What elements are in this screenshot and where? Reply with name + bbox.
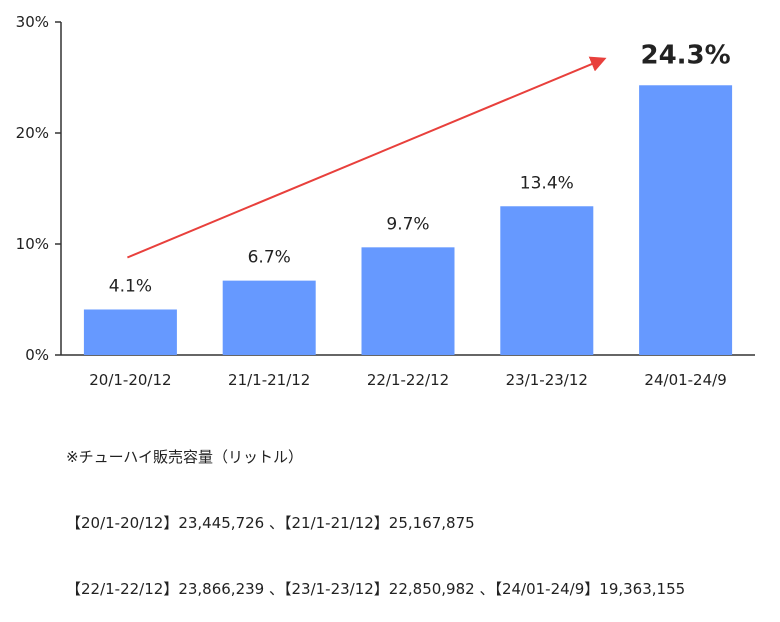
notes-line-1: 【20/1-20/12】23,445,726 、【21/1-21/12】25,1…	[66, 514, 475, 532]
x-tick-label: 24/01-24/9	[644, 371, 726, 389]
data-label: 13.4%	[520, 173, 574, 193]
notes-title: ※チューハイ販売容量（リットル）	[66, 448, 303, 466]
bar-chart: 0% 10% 20% 30% 4.1% 20/1-20/12 6.7% 21/1-21/12 9…	[16, 13, 755, 389]
bar	[222, 280, 316, 355]
trend-arrow	[127, 56, 607, 259]
bar	[500, 206, 594, 355]
x-tick-label: 21/1-21/12	[228, 371, 310, 389]
y-tick-label: 10%	[16, 235, 49, 253]
data-label: 4.1%	[109, 276, 152, 296]
bar	[83, 309, 177, 355]
data-label: 9.7%	[386, 214, 429, 234]
x-tick-label: 20/1-20/12	[89, 371, 171, 389]
x-tick-label: 23/1-23/12	[506, 371, 588, 389]
data-label: 6.7%	[248, 248, 291, 268]
x-tick-label: 22/1-22/12	[367, 371, 449, 389]
bar	[361, 247, 455, 355]
y-tick-label: 30%	[16, 13, 49, 31]
notes-line-2: 【22/1-22/12】23,866,239 、【23/1-23/12】22,8…	[66, 580, 686, 598]
data-label: 24.3%	[640, 40, 730, 70]
sales-volume-notes: ※チューハイ販売容量（リットル） 【20/1-20/12】23,445,726 …	[66, 402, 685, 622]
bar	[639, 85, 733, 356]
y-tick-label: 0%	[25, 346, 49, 364]
y-tick-label: 20%	[16, 124, 49, 142]
